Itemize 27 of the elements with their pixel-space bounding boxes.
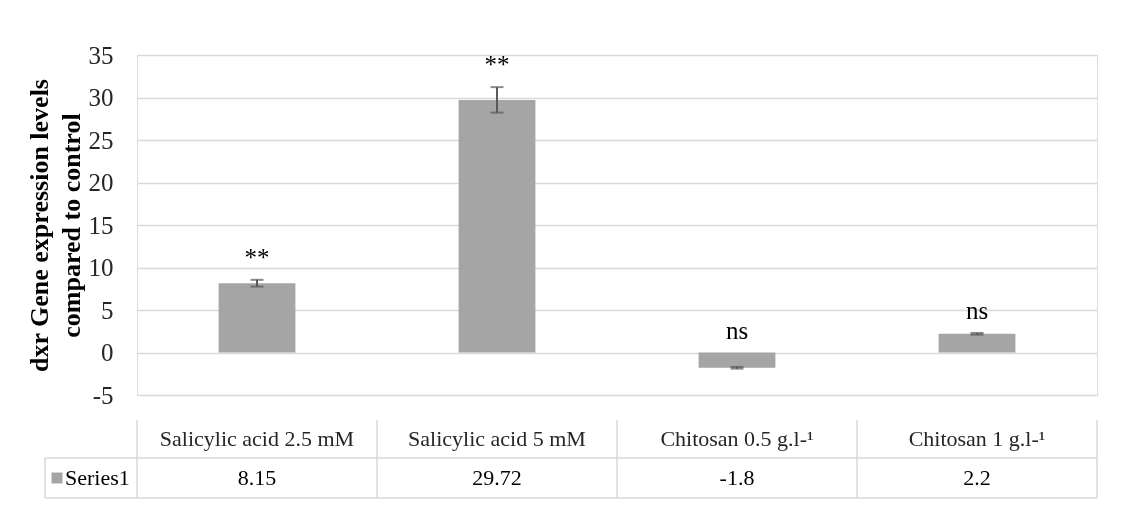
annotation: **	[484, 51, 510, 79]
bar	[218, 283, 296, 353]
x-tick-label: Chitosan 1 g.l-¹	[908, 425, 1046, 451]
y-tick-label: 25	[88, 126, 114, 154]
y-tick-label: -5	[92, 381, 114, 409]
y-tick-label: 10	[88, 254, 114, 281]
y-tick-label: 35	[88, 41, 114, 69]
y-tick-label: 30	[88, 84, 114, 111]
bar	[458, 99, 536, 353]
x-tick-label: Salicylic acid 2.5 mM	[159, 425, 355, 451]
legend-label: Series1	[65, 465, 130, 490]
y-tick-label: 0	[101, 339, 114, 366]
y-tick-label: 5	[101, 296, 114, 324]
data-label: 2.2	[963, 465, 991, 490]
data-label: 29.72	[472, 465, 522, 490]
data-label: -1.8	[719, 465, 755, 490]
y-axis-title: dxr Gene expression levels compared to control	[24, 79, 86, 372]
x-tick-label: Chitosan 0.5 g.l-¹	[660, 425, 814, 451]
annotation: ns	[965, 296, 989, 324]
data-label: 8.15	[237, 465, 277, 490]
y-tick-label: 20	[88, 169, 114, 196]
annotation: **	[244, 243, 270, 271]
bar	[938, 333, 1016, 353]
x-tick-label: Salicylic acid 5 mM	[408, 425, 586, 451]
bar	[698, 352, 776, 368]
y-tick-label: 15	[88, 211, 114, 239]
annotation: ns	[725, 316, 749, 344]
